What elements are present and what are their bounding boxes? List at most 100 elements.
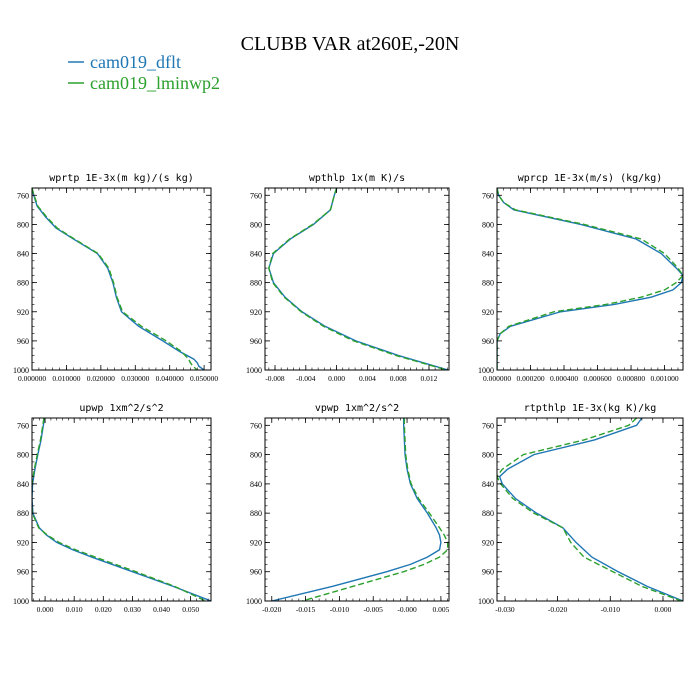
x-tick-label: 0.000000 — [483, 374, 511, 383]
y-tick-label: 880 — [250, 279, 262, 288]
y-tick-label: 960 — [250, 568, 262, 577]
y-tick-label: 880 — [17, 279, 29, 288]
y-tick-label: 840 — [482, 250, 494, 259]
panel-3: wprcp 1E-3x(m/s) (kg/kg) 760 800 840 880 920 9… — [478, 173, 684, 383]
x-tick-label: -0.010 — [601, 605, 621, 614]
x-tick-label: 0.050000 — [190, 374, 218, 383]
x-tick-label: 0.000 — [328, 374, 345, 383]
x-tick-label: 0.030 — [124, 605, 141, 614]
y-tick-label: 880 — [482, 509, 494, 518]
y-tick-label: 840 — [482, 480, 494, 489]
x-tick-label: 0.000600 — [583, 374, 611, 383]
series-line-lminwp2 — [497, 188, 683, 370]
panel-6: rtpthlp 1E-3x(kg K)/kg 760 800 840 880 920 960… — [478, 403, 684, 614]
y-tick-label: 880 — [250, 509, 262, 518]
y-tick-label: 920 — [482, 538, 494, 547]
y-tick-label: 1000 — [478, 366, 494, 375]
panel-title: rtpthlp 1E-3x(kg K)/kg — [524, 403, 656, 414]
y-tick-label: 920 — [17, 308, 29, 317]
y-tick-label: 960 — [17, 568, 29, 577]
series-line-lminwp2 — [497, 418, 682, 601]
x-tick-label: 0.012 — [421, 374, 438, 383]
x-tick-label: 0.020 — [95, 605, 112, 614]
figure-title: CLUBB VAR at260E,-20N — [241, 33, 460, 55]
x-tick-label: 0.000200 — [516, 374, 544, 383]
y-tick-label: 800 — [17, 451, 29, 460]
plot-frame — [31, 417, 212, 602]
x-tick-label: 0.004 — [359, 374, 376, 383]
series-line-lminwp2 — [32, 188, 198, 370]
panel-title: upwp 1xm^2/s^2 — [79, 403, 163, 414]
y-tick-label: 920 — [17, 538, 29, 547]
x-tick-label: 0.010 — [66, 605, 83, 614]
x-tick-label: -0.004 — [296, 374, 316, 383]
plot-frame — [496, 187, 684, 371]
y-tick-label: 800 — [482, 220, 494, 229]
y-tick-label: 760 — [482, 191, 494, 200]
y-tick-label: 960 — [250, 337, 262, 346]
y-tick-label: 840 — [17, 250, 29, 259]
x-tick-label: 0.001000 — [651, 374, 679, 383]
y-tick-label: 760 — [482, 421, 494, 430]
y-tick-label: 800 — [482, 451, 494, 460]
y-tick-label: 760 — [250, 421, 262, 430]
series-line-dflt — [498, 418, 683, 601]
series-line-lminwp2 — [302, 418, 449, 601]
x-tick-label: 0.040000 — [156, 374, 184, 383]
y-tick-label: 960 — [17, 337, 29, 346]
plot-frame — [264, 187, 450, 371]
y-tick-label: 1000 — [478, 597, 494, 606]
y-tick-label: 760 — [17, 421, 29, 430]
x-tick-label: -0.000 — [397, 605, 417, 614]
y-tick-label: 1000 — [13, 366, 29, 375]
x-tick-label: 0.020000 — [87, 374, 115, 383]
y-tick-label: 760 — [250, 191, 262, 200]
panel-title: wprtp 1E-3x(m kg)/(s kg) — [49, 173, 194, 184]
panel-1: wprtp 1E-3x(m kg)/(s kg) 760 800 840 880 920 9… — [13, 173, 218, 383]
x-tick-label: 0.050 — [182, 605, 199, 614]
y-tick-label: 1000 — [13, 597, 29, 606]
x-tick-label: 0.040 — [153, 605, 170, 614]
legend-label-dflt: cam019_dflt — [90, 52, 181, 72]
x-tick-label: -0.010 — [330, 605, 350, 614]
panel-title: wpthlp 1x(m K)/s — [309, 173, 405, 184]
panel-2: wpthlp 1x(m K)/s7608008408809209601000-0… — [246, 173, 450, 383]
panel-title: vpwp 1xm^2/s^2 — [315, 403, 399, 414]
x-tick-label: 0.000800 — [617, 374, 645, 383]
panel-4: upwp 1xm^2/s^2 760 800 840 880 920 960 1000 0.00… — [13, 403, 212, 614]
y-tick-label: 760 — [17, 191, 29, 200]
y-tick-label: 920 — [250, 308, 262, 317]
x-tick-label: -0.005 — [364, 605, 384, 614]
series-line-lminwp2 — [32, 418, 207, 601]
x-tick-label: 0.010000 — [52, 374, 80, 383]
x-tick-label: -0.015 — [296, 605, 316, 614]
x-tick-label: 0.008 — [390, 374, 407, 383]
y-tick-label: 880 — [17, 509, 29, 518]
plot-frame — [264, 417, 450, 602]
y-tick-label: 800 — [250, 220, 262, 229]
y-tick-label: 840 — [250, 250, 262, 259]
panel-title: wprcp 1E-3x(m/s) (kg/kg) — [518, 173, 663, 184]
y-tick-label: 920 — [250, 538, 262, 547]
series-line-lminwp2 — [268, 188, 447, 370]
y-tick-label: 800 — [250, 451, 262, 460]
plot-frame — [496, 417, 684, 602]
y-tick-label: 800 — [17, 220, 29, 229]
y-tick-label: 880 — [482, 279, 494, 288]
x-tick-label: -0.008 — [265, 374, 285, 383]
x-tick-label: -0.030 — [495, 605, 515, 614]
y-tick-label: 1000 — [246, 597, 262, 606]
legend-label-lminwp2: cam019_lminwp2 — [90, 73, 220, 93]
y-tick-label: 960 — [482, 568, 494, 577]
x-tick-label: 0.000000 — [18, 374, 46, 383]
x-tick-label: -0.020 — [548, 605, 568, 614]
x-tick-label: 0.000 — [37, 605, 54, 614]
panel-5: vpwp 1xm^2/s^27608008408809209601000-0.0… — [246, 403, 450, 614]
x-tick-label: -0.020 — [262, 605, 282, 614]
legend: cam019_dflt cam019_lminwp2 — [68, 52, 220, 93]
y-tick-label: 840 — [250, 480, 262, 489]
y-tick-label: 1000 — [246, 366, 262, 375]
x-tick-label: 0.030000 — [121, 374, 149, 383]
